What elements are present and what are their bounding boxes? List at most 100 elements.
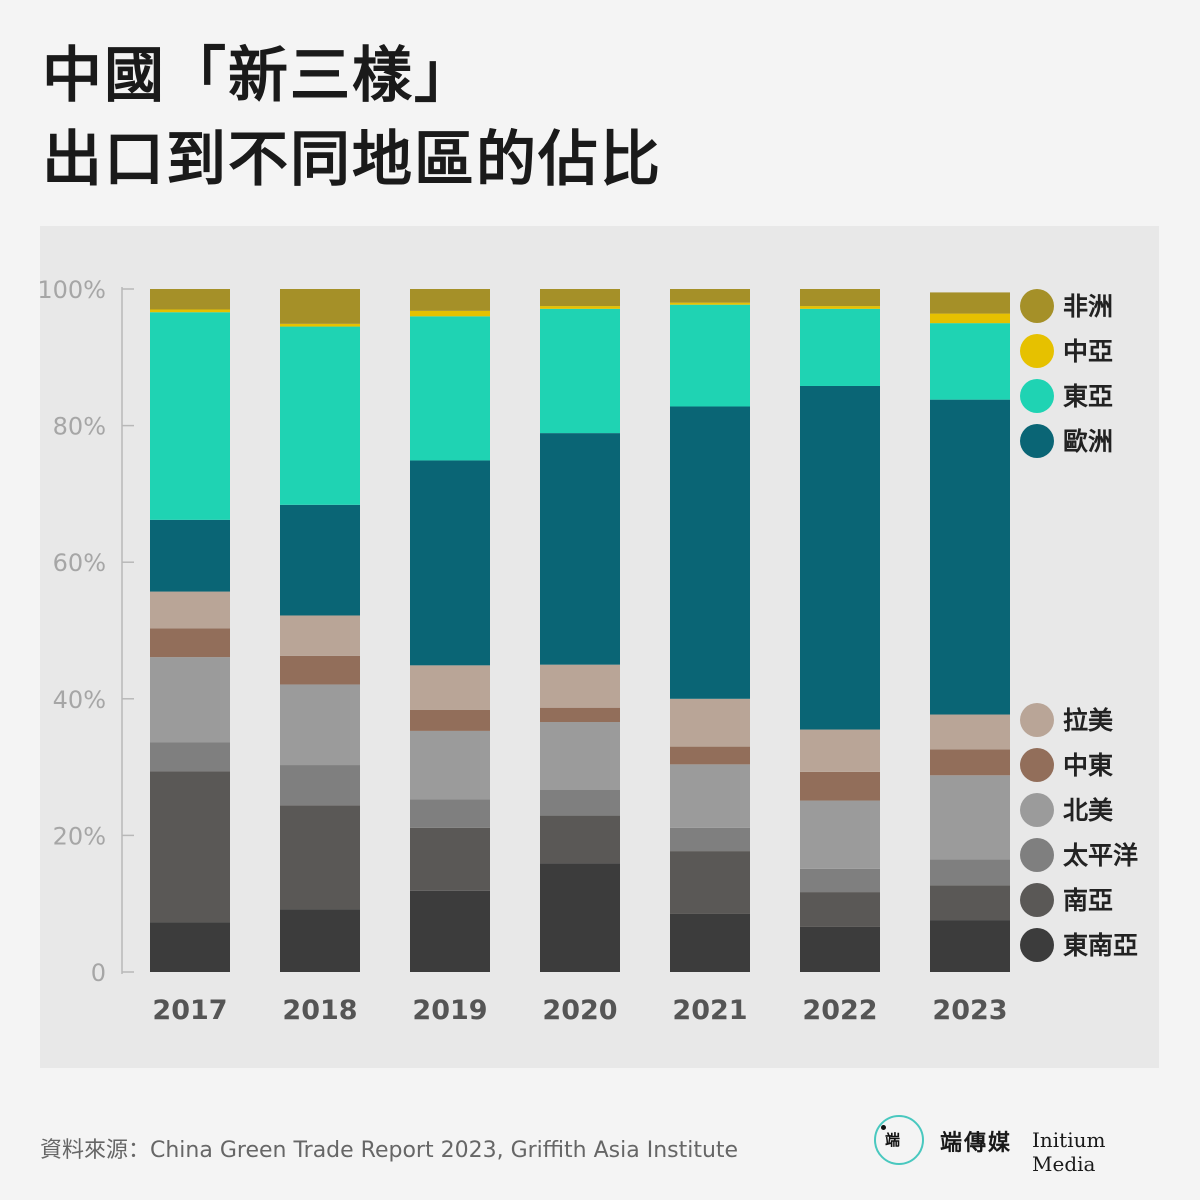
brand-logo[interactable]: 端 端傳媒 Initium Media xyxy=(874,1113,1174,1176)
legend-swatch xyxy=(1020,334,1054,368)
bar-segment xyxy=(930,775,1010,860)
bar-segment xyxy=(150,309,230,313)
bar-segment xyxy=(150,628,230,658)
bar-segment xyxy=(800,868,880,893)
x-tick-label: 2020 xyxy=(542,995,617,1026)
chart-panel: 0 20% 40% 60% 80% 100% 2017 2018 2019 2020 2021 202… xyxy=(40,226,1159,1068)
bar-segment xyxy=(670,827,750,852)
bar-segment xyxy=(540,707,620,723)
bar-segment xyxy=(410,460,490,666)
bar-segment xyxy=(670,851,750,914)
bar-segment xyxy=(410,730,490,800)
bar-segment xyxy=(800,892,880,927)
bar-segment xyxy=(670,406,750,699)
bar-segment xyxy=(280,323,360,327)
legend-swatch xyxy=(1020,883,1054,917)
bar-segment xyxy=(150,742,230,772)
legend-label: 中東 xyxy=(1063,751,1113,780)
bar-segment xyxy=(410,827,490,891)
logo-dot-icon xyxy=(881,1125,886,1130)
bar-segment xyxy=(410,316,490,461)
bar-segment xyxy=(280,289,360,324)
bar-segment xyxy=(150,922,230,972)
logo-mark: 端 xyxy=(885,1131,902,1149)
bar-segment xyxy=(150,591,230,629)
legend-swatch xyxy=(1020,424,1054,458)
bar-segment xyxy=(540,789,620,816)
legend-label: 歐洲 xyxy=(1063,427,1113,456)
bar-segment xyxy=(670,698,750,747)
y-tick-label: 80% xyxy=(53,413,106,441)
bar-segment xyxy=(670,913,750,972)
bar-segment xyxy=(540,306,620,309)
bar-segment xyxy=(410,665,490,710)
legend-label: 非洲 xyxy=(1063,292,1113,321)
bar-segment xyxy=(150,312,230,520)
legend-swatch xyxy=(1020,379,1054,413)
source-note: 資料來源：China Green Trade Report 2023, Grif… xyxy=(40,1138,739,1163)
bar-segment xyxy=(670,304,750,407)
title-line-2: 出口到不同地區的佔比 xyxy=(42,125,662,195)
bar-segment xyxy=(410,799,490,828)
bar-segment xyxy=(670,302,750,305)
bar-segment xyxy=(280,765,360,806)
legend-swatch xyxy=(1020,289,1054,323)
bar-segment xyxy=(540,863,620,972)
bar-segment xyxy=(540,664,620,708)
chart-title: 中國「新三樣」 出口到不同地區的佔比 xyxy=(42,34,662,202)
bar-segment xyxy=(540,722,620,790)
bar-segment xyxy=(930,399,1010,715)
bar-segment xyxy=(410,310,490,317)
x-tick-label: 2022 xyxy=(802,995,877,1026)
bar-segment xyxy=(280,655,360,685)
bar-segment xyxy=(930,920,1010,972)
logo-circle-icon: 端 xyxy=(874,1115,924,1165)
bar-segment xyxy=(540,433,620,665)
legend-swatch xyxy=(1020,748,1054,782)
legend-label: 東南亞 xyxy=(1063,931,1138,960)
bar-segment xyxy=(280,684,360,766)
x-tick-label: 2018 xyxy=(282,995,357,1026)
bar-segment xyxy=(930,313,1010,324)
y-tick-label: 0 xyxy=(91,959,106,987)
legend-swatch xyxy=(1020,838,1054,872)
y-tick-label: 20% xyxy=(53,822,106,850)
bar-segment xyxy=(800,729,880,772)
bar-segment xyxy=(800,306,880,309)
bar-segment xyxy=(670,764,750,828)
bar-segment xyxy=(930,323,1010,400)
bar-segment xyxy=(930,859,1010,886)
bar-segment xyxy=(670,289,750,303)
legend-label: 中亞 xyxy=(1063,337,1113,366)
bar-segment xyxy=(800,385,880,730)
legend-swatch xyxy=(1020,703,1054,737)
bar-segment xyxy=(930,292,1010,314)
bar-segment xyxy=(280,909,360,972)
legend-label: 東亞 xyxy=(1063,382,1113,411)
bar-segment xyxy=(280,504,360,616)
bar-segment xyxy=(540,308,620,434)
bar-segment xyxy=(410,709,490,731)
bar-segment xyxy=(800,308,880,386)
bar-segment xyxy=(280,326,360,505)
bar-segment xyxy=(410,890,490,972)
legend-label: 南亞 xyxy=(1063,886,1113,915)
bar-segment xyxy=(150,289,230,310)
brand-name-english: Initium Media xyxy=(1032,1128,1106,1176)
bar-segment xyxy=(540,815,620,864)
bar-segment xyxy=(800,771,880,801)
y-tick-label: 100% xyxy=(40,276,106,304)
title-line-1: 中國「新三樣」 xyxy=(42,41,476,111)
bar-segment xyxy=(150,519,230,592)
x-tick-label: 2019 xyxy=(412,995,487,1026)
bar-segment xyxy=(670,746,750,765)
bar-segment xyxy=(930,749,1010,776)
bar-segment xyxy=(540,289,620,307)
bar-segment xyxy=(410,289,490,311)
y-tick-label: 40% xyxy=(53,686,106,714)
stacked-bar-chart: 0 20% 40% 60% 80% 100% 2017 2018 2019 2020 2021 202… xyxy=(40,276,1138,1026)
x-tick-label: 2023 xyxy=(932,995,1007,1026)
bar-segment xyxy=(150,771,230,923)
legend-label: 北美 xyxy=(1063,796,1113,825)
x-tick-label: 2017 xyxy=(152,995,227,1026)
